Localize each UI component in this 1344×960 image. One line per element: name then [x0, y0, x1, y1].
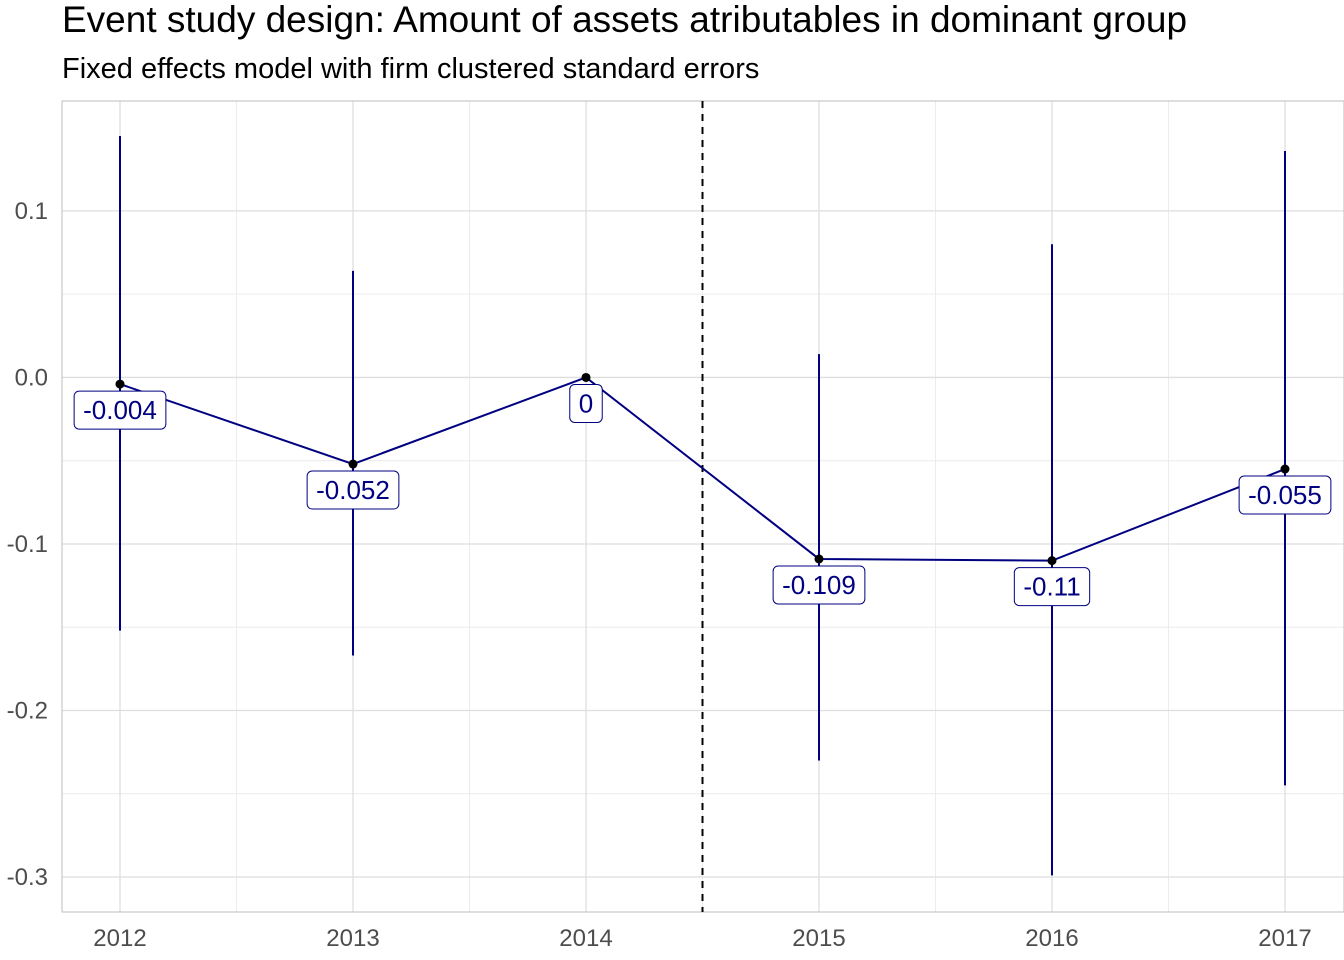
plot-panel: 0.1 0.0 -0.1 -0.2 -0.3 2012 2013 2014 2015 2016 20…	[7, 100, 1344, 952]
y-tick-label: -0.3	[7, 864, 48, 891]
data-point	[348, 459, 358, 469]
data-label-box	[73, 390, 167, 430]
data-label: -0.052	[306, 470, 400, 510]
data-label-box	[306, 470, 400, 510]
y-tick-label: -0.2	[7, 697, 48, 724]
data-label-box	[569, 383, 603, 423]
series-line	[119, 376, 1286, 562]
data-label-box	[772, 565, 866, 605]
chart-subtitle: Fixed effects model with firm clustered …	[62, 53, 760, 85]
x-tick-label: 2014	[559, 925, 612, 952]
data-label: -0.11	[1013, 567, 1091, 607]
data-label: -0.004	[73, 390, 167, 430]
data-point	[1047, 556, 1057, 566]
data-point	[1280, 464, 1290, 474]
data-label-box	[1013, 567, 1091, 607]
data-label-text: -0.109	[782, 570, 856, 600]
data-label-text: -0.004	[83, 395, 157, 425]
data-point	[581, 372, 591, 382]
x-tick-label: 2015	[792, 925, 845, 952]
chart-title: Event study design: Amount of assets atr…	[62, 0, 1188, 40]
y-tick-label: 0.1	[15, 198, 48, 225]
data-point	[814, 554, 824, 564]
y-tick-label: 0.0	[15, 364, 48, 391]
data-label-box	[1238, 475, 1332, 515]
x-tick-label: 2013	[326, 925, 379, 952]
data-label: -0.055	[1238, 475, 1332, 515]
data-label: 0	[569, 383, 603, 423]
data-point	[115, 379, 125, 389]
data-label-text: -0.055	[1248, 480, 1322, 510]
x-tick-label: 2012	[93, 925, 146, 952]
data-label-text: 0	[579, 388, 593, 418]
x-tick-label: 2016	[1025, 925, 1078, 952]
data-label: -0.109	[772, 565, 866, 605]
y-tick-label: -0.1	[7, 531, 48, 558]
x-tick-label: 2017	[1258, 925, 1311, 952]
data-label-text: -0.11	[1023, 572, 1080, 602]
data-label-text: -0.052	[316, 475, 390, 505]
